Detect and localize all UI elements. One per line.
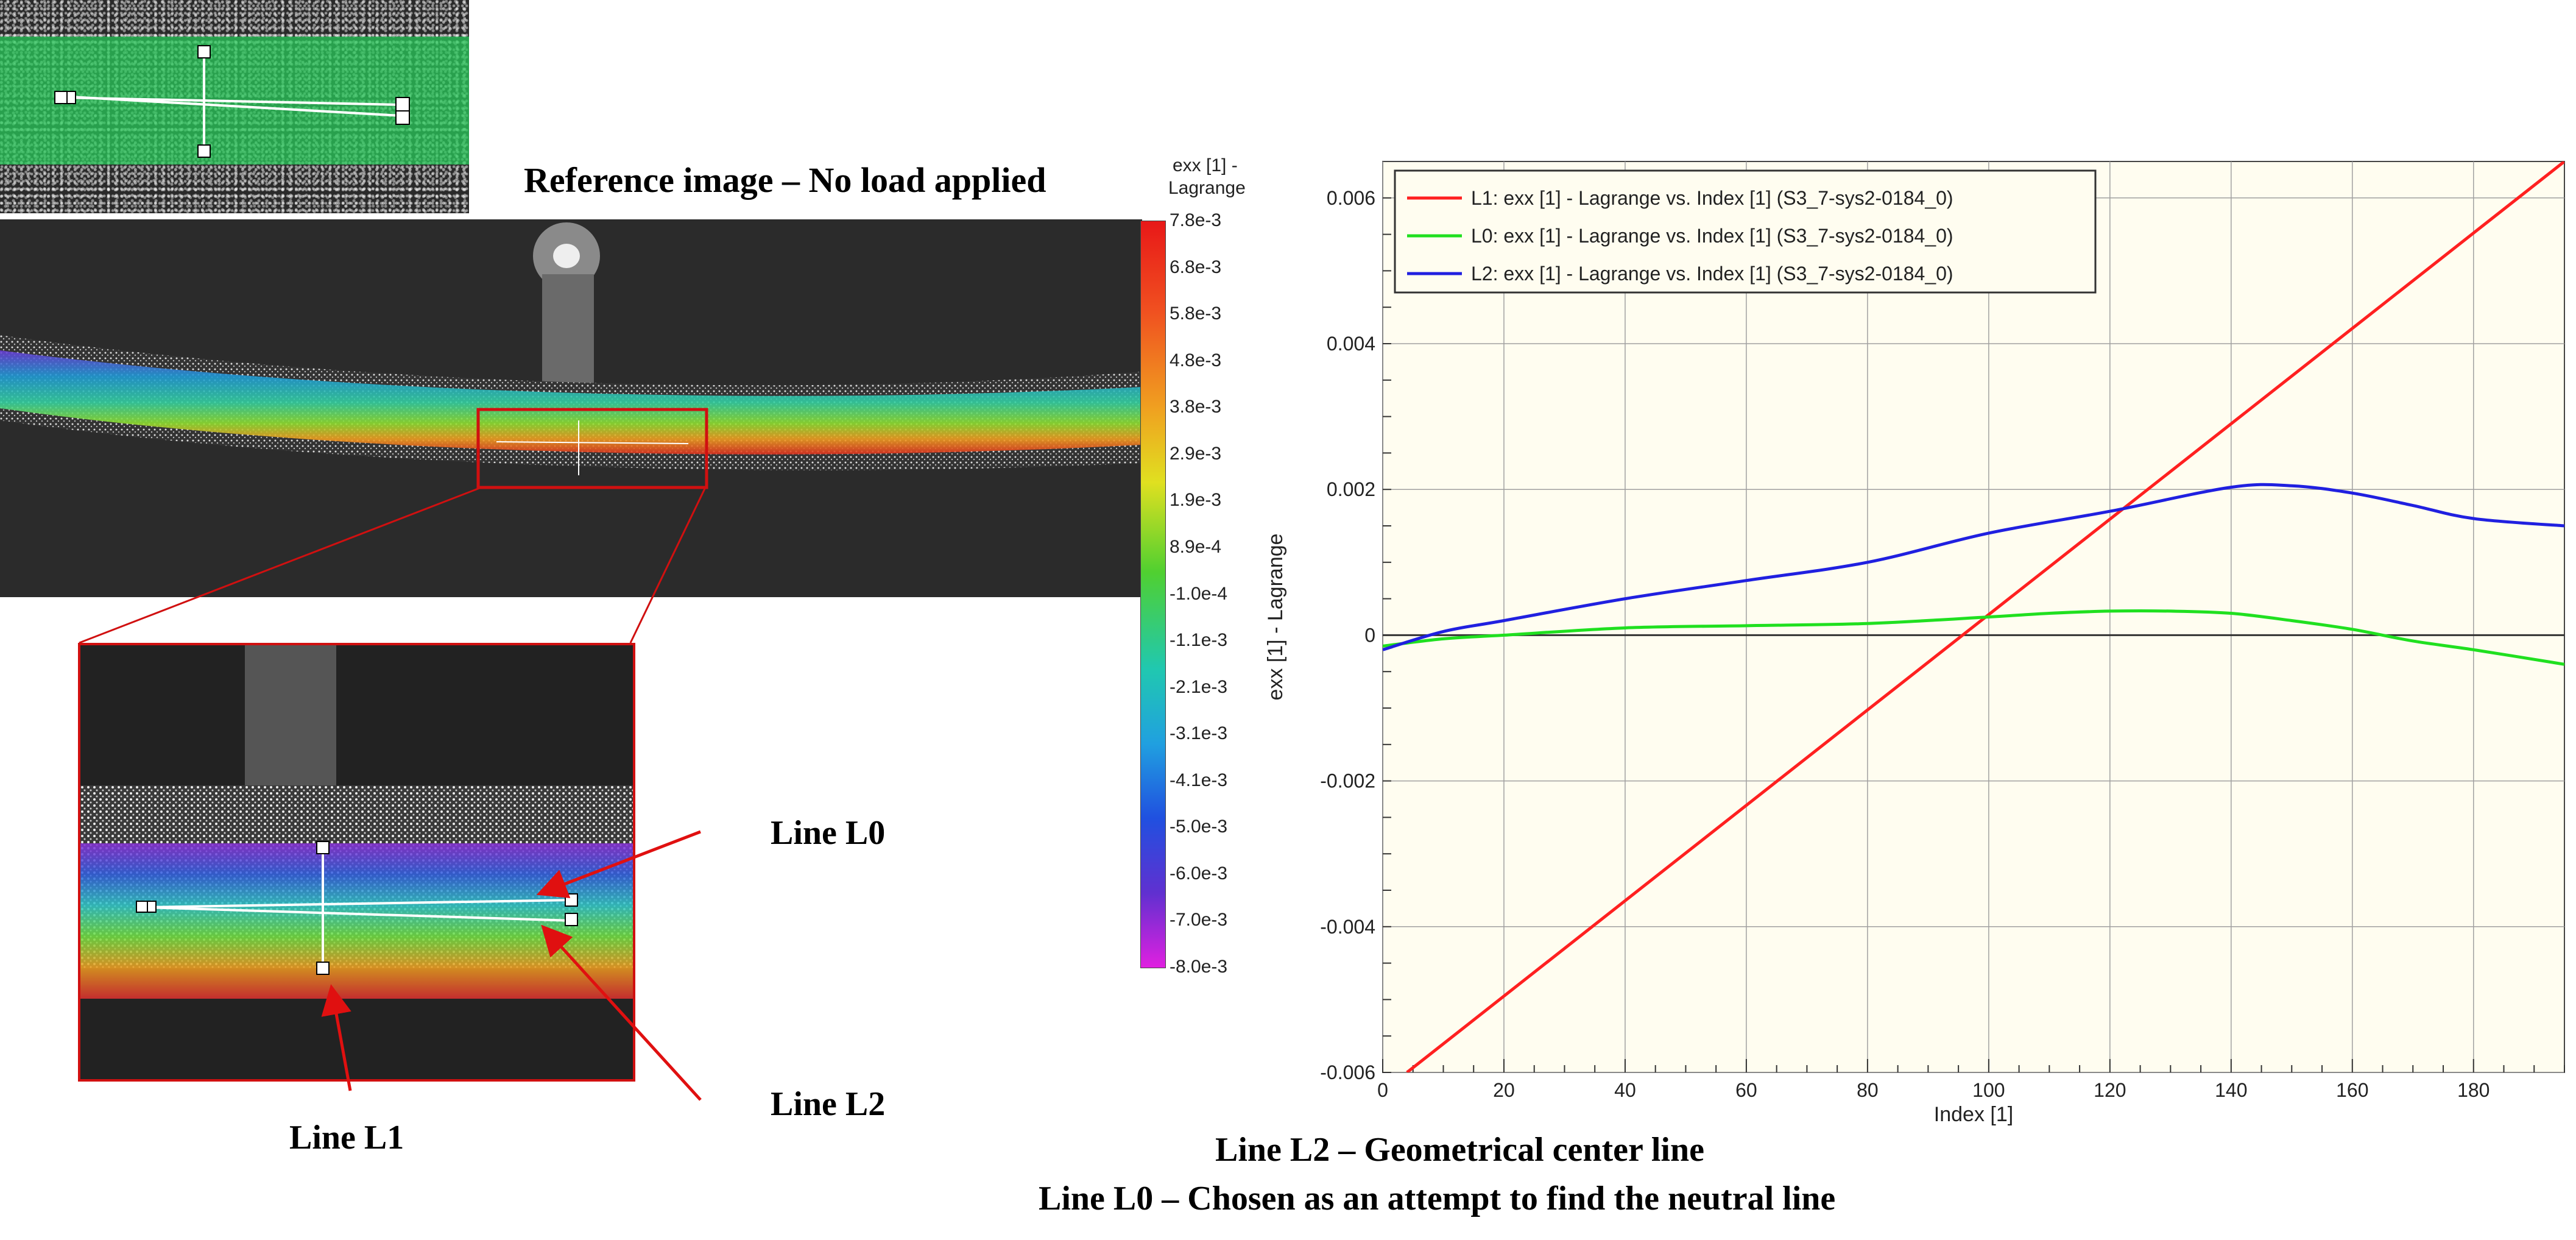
arrow-l1 — [321, 984, 352, 1091]
x-tick-label: 20 — [1493, 1079, 1515, 1101]
label-line-l0: Line L0 — [771, 814, 886, 852]
y-tick-label: 0.004 — [1327, 333, 1375, 355]
x-tick-label: 160 — [2336, 1079, 2368, 1101]
dic-field — [0, 222, 1142, 489]
colorbar-tick-label: -1.1e-3 — [1170, 630, 1228, 651]
caption-line-2: Line L0 – Chosen as an attempt to find t… — [1039, 1180, 1836, 1217]
y-tick-label: -0.002 — [1320, 770, 1375, 792]
legend-box — [1394, 169, 2097, 294]
arrow-l0 — [536, 830, 701, 898]
y-tick-label: 0.006 — [1327, 187, 1375, 209]
series-line-2 — [1383, 483, 2564, 651]
caption-line-1: Line L2 – Geometrical center line — [1215, 1131, 1704, 1169]
colorbar-tick-label: -4.1e-3 — [1170, 770, 1228, 790]
line-chart: 0 20 40 60 80 100 120 140 160 180 -0.006 -0.004 -0.0… — [1264, 161, 2565, 1126]
x-tick-label: 80 — [1857, 1079, 1879, 1101]
x-tick-label: 120 — [2094, 1079, 2126, 1101]
colorbar-tick-label: 6.8e-3 — [1170, 257, 1222, 277]
reference-line-overlay — [54, 45, 410, 158]
y-axis-label: exx [1] - Lagrange — [1264, 533, 1287, 700]
reference-title: Reference image – No load applied — [524, 160, 1046, 200]
legend-entry: L0: exx [1] - Lagrange vs. Index [1] (S3… — [1471, 225, 1953, 247]
arrow-l2 — [541, 924, 702, 1101]
x-tick-label: 40 — [1614, 1079, 1636, 1101]
x-tick-label: 180 — [2457, 1079, 2490, 1101]
legend-entry: L2: exx [1] - Lagrange vs. Index [1] (S3… — [1471, 263, 1953, 285]
colorbar-tick-label: -7.0e-3 — [1170, 910, 1228, 930]
y-tick-label: 0 — [1364, 624, 1375, 646]
colorbar — [1140, 221, 1166, 968]
colorbar-tick-label: -5.0e-3 — [1170, 817, 1228, 837]
label-line-l1: Line L1 — [289, 1119, 404, 1157]
colorbar-tick-label: 1.9e-3 — [1170, 490, 1222, 511]
reference-image — [0, 0, 469, 213]
colorbar-tick-label: 4.8e-3 — [1170, 350, 1222, 370]
x-axis-label: Index [1] — [1934, 1103, 2013, 1126]
series-line-1 — [1383, 609, 2564, 666]
y-tick-label: -0.004 — [1320, 916, 1375, 938]
x-tick-label: 100 — [1972, 1079, 2005, 1101]
x-tick-label: 0 — [1377, 1079, 1388, 1101]
y-tick-label: 0.002 — [1327, 478, 1375, 500]
colorbar-tick-label: -2.1e-3 — [1170, 676, 1228, 697]
colorbar-tick-label: -6.0e-3 — [1170, 863, 1228, 884]
colorbar-tick-label: -1.0e-4 — [1170, 583, 1228, 604]
legend-entry: L1: exx [1] - Lagrange vs. Index [1] (S3… — [1471, 187, 1953, 209]
colorbar-title-1: exx [1] - — [1173, 155, 1238, 175]
x-tick-label: 140 — [2215, 1079, 2247, 1101]
colorbar-tick-label: -8.0e-3 — [1170, 957, 1228, 977]
main-dic-image — [0, 219, 1142, 597]
label-line-l2: Line L2 — [771, 1085, 886, 1123]
colorbar-tick-label: 3.8e-3 — [1170, 397, 1222, 417]
y-tick-label: -0.006 — [1320, 1061, 1375, 1083]
colorbar-title-2: Lagrange — [1168, 178, 1246, 198]
colorbar-ticks: 7.8e-3 6.8e-3 5.8e-3 4.8e-3 3.8e-3 2.9e-3 1.9e… — [1170, 210, 1261, 978]
colorbar-tick-label: 7.8e-3 — [1170, 210, 1222, 230]
colorbar-tick-label: -3.1e-3 — [1170, 723, 1228, 744]
x-tick-label: 60 — [1735, 1079, 1757, 1101]
colorbar-tick-label: 8.9e-4 — [1170, 536, 1222, 557]
colorbar-tick-label: 5.8e-3 — [1170, 303, 1222, 324]
colorbar-tick-label: 2.9e-3 — [1170, 443, 1222, 464]
